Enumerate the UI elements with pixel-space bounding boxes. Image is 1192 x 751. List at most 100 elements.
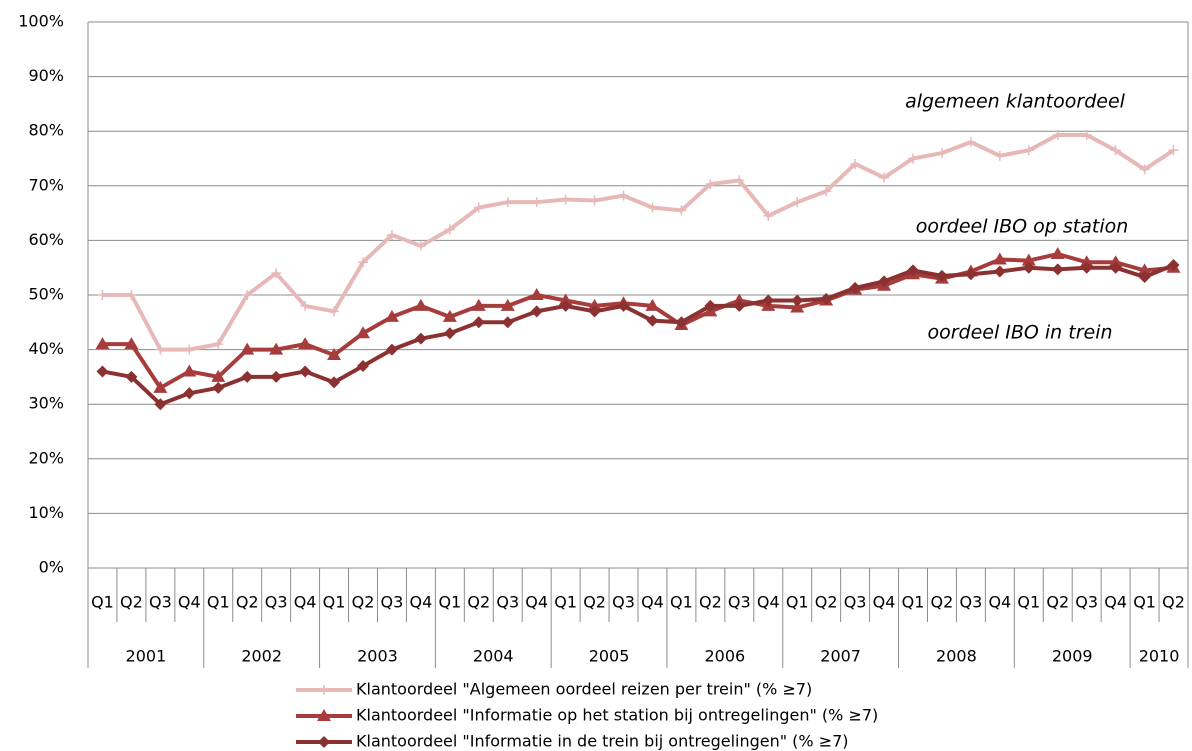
marker [790, 300, 805, 313]
marker [530, 305, 543, 318]
marker [1168, 145, 1179, 156]
marker [705, 179, 716, 190]
marker [502, 197, 513, 208]
x-tick-label: Q1 [1133, 593, 1156, 612]
marker [907, 264, 919, 277]
marker [588, 305, 601, 318]
x-tick-label: Q4 [410, 593, 433, 612]
marker [126, 290, 137, 300]
x-tick-label: Q3 [149, 593, 172, 612]
x-tick-label: Q2 [1162, 593, 1185, 612]
marker [155, 344, 166, 355]
y-tick-label: 30% [28, 394, 64, 413]
marker [299, 365, 312, 378]
marker [646, 314, 659, 327]
x-tick-label: Q1 [438, 593, 461, 612]
marker [676, 205, 687, 216]
marker [935, 269, 948, 282]
marker [792, 197, 803, 208]
x-group-label: 2009 [1052, 647, 1093, 666]
x-tick-label: Q3 [381, 593, 404, 612]
x-tick-label: Q2 [352, 593, 375, 612]
x-group-label: 2001 [126, 647, 167, 666]
marker [415, 240, 426, 251]
marker [211, 369, 226, 382]
marker [240, 342, 255, 355]
marker [384, 309, 399, 322]
marker [1109, 261, 1122, 274]
marker [647, 202, 658, 213]
x-tick-label: Q1 [1017, 593, 1040, 612]
marker [501, 316, 514, 329]
marker [992, 252, 1007, 265]
x-group-label: 2006 [704, 647, 745, 666]
marker [734, 175, 745, 186]
marker [704, 299, 717, 312]
marker [908, 153, 918, 164]
x-tick-label: Q2 [583, 593, 606, 612]
x-tick-label: Q2 [236, 593, 259, 612]
x-tick-label: Q1 [323, 593, 346, 612]
marker [269, 342, 284, 355]
marker [850, 158, 861, 169]
annotation: oordeel IBO in trein [927, 322, 1112, 344]
marker [559, 299, 572, 312]
marker [184, 344, 195, 355]
marker [936, 148, 947, 159]
x-tick-label: Q4 [757, 593, 780, 612]
marker [1052, 130, 1063, 141]
x-group-label: 2003 [357, 647, 398, 666]
x-tick-label: Q2 [120, 593, 143, 612]
x-tick-label: Q3 [1075, 593, 1098, 612]
marker [589, 195, 600, 206]
marker [1079, 255, 1094, 268]
x-tick-label: Q1 [207, 593, 230, 612]
marker [965, 137, 976, 148]
marker [385, 343, 398, 356]
marker [820, 292, 833, 305]
marker [587, 298, 602, 311]
marker [529, 288, 544, 300]
y-tick-label: 20% [28, 448, 64, 467]
marker [270, 370, 283, 383]
marker [414, 332, 427, 345]
x-tick-label: Q4 [525, 593, 548, 612]
marker [878, 275, 891, 288]
x-tick-label: Q2 [699, 593, 722, 612]
x-tick-label: Q1 [902, 593, 925, 612]
marker [182, 364, 197, 377]
marker [1138, 270, 1151, 283]
marker [763, 210, 774, 221]
marker [560, 194, 571, 205]
x-group-label: 2004 [473, 647, 514, 666]
x-tick-label: Q3 [496, 593, 519, 612]
marker [242, 290, 253, 300]
marker [1021, 253, 1036, 266]
marker [328, 376, 341, 389]
x-group-label: 2002 [241, 647, 282, 666]
marker [558, 293, 573, 306]
x-tick-label: Q4 [1104, 593, 1127, 612]
y-tick-label: 70% [28, 175, 64, 194]
marker [1080, 261, 1093, 274]
marker [531, 197, 542, 208]
marker [97, 290, 108, 300]
legend-marker [319, 685, 329, 695]
x-tick-label: Q4 [641, 593, 664, 612]
annotation: oordeel IBO op station [916, 216, 1129, 238]
legend-marker [317, 709, 331, 721]
y-tick-label: 0% [39, 558, 64, 577]
marker [675, 316, 688, 329]
x-group-label: 2007 [820, 647, 861, 666]
marker [444, 224, 455, 235]
marker [153, 380, 168, 393]
y-tick-label: 10% [28, 503, 64, 522]
marker [386, 229, 397, 240]
marker [329, 306, 340, 317]
legend-marker [318, 736, 330, 748]
legend-label: Klantoordeel "Informatie op het station … [356, 706, 878, 725]
marker [1167, 258, 1180, 271]
marker [96, 365, 109, 378]
marker [125, 370, 138, 383]
